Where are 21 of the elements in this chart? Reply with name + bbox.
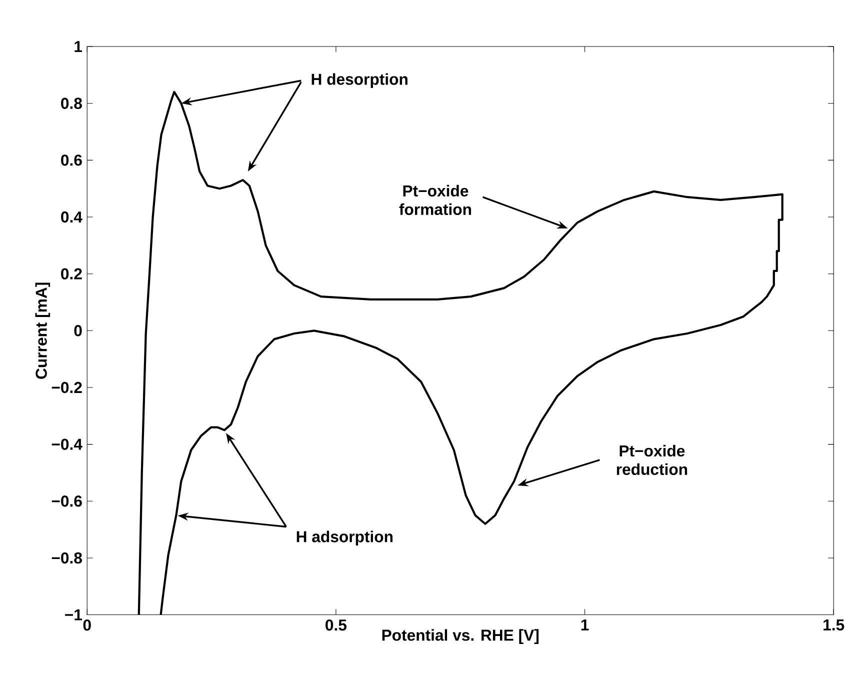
- y-tick-label: 0.6: [61, 154, 82, 166]
- y-tick-label: −1: [65, 609, 82, 620]
- y-axis-title: Current [mA]: [35, 282, 50, 379]
- y-tick-label: 0.2: [61, 268, 82, 280]
- y-tick-label: 0.8: [61, 98, 82, 109]
- x-tick-label: 0.5: [326, 619, 347, 631]
- y-tick-label: −0.4: [52, 438, 82, 450]
- y-tick-label: 0.4: [61, 211, 82, 223]
- y-tick-label: 0: [74, 325, 82, 336]
- y-tick-label: 1: [74, 41, 82, 52]
- y-tick-label: −0.8: [52, 552, 82, 564]
- annotation: H adsorption: [296, 530, 393, 546]
- x-tick-label: 1.5: [824, 619, 844, 630]
- y-tick-label: −0.6: [52, 496, 82, 507]
- y-tick-label: −0.2: [52, 382, 82, 394]
- x-tick-label: 1: [581, 619, 589, 630]
- annotation: Pt−oxide reduction: [616, 444, 688, 475]
- x-tick-label: 0: [83, 619, 91, 631]
- annotation: Pt−oxide formation: [399, 184, 472, 215]
- annotation: H desorption: [312, 73, 408, 88]
- x-axis-title: Potential vs. RHE [V]: [382, 629, 539, 644]
